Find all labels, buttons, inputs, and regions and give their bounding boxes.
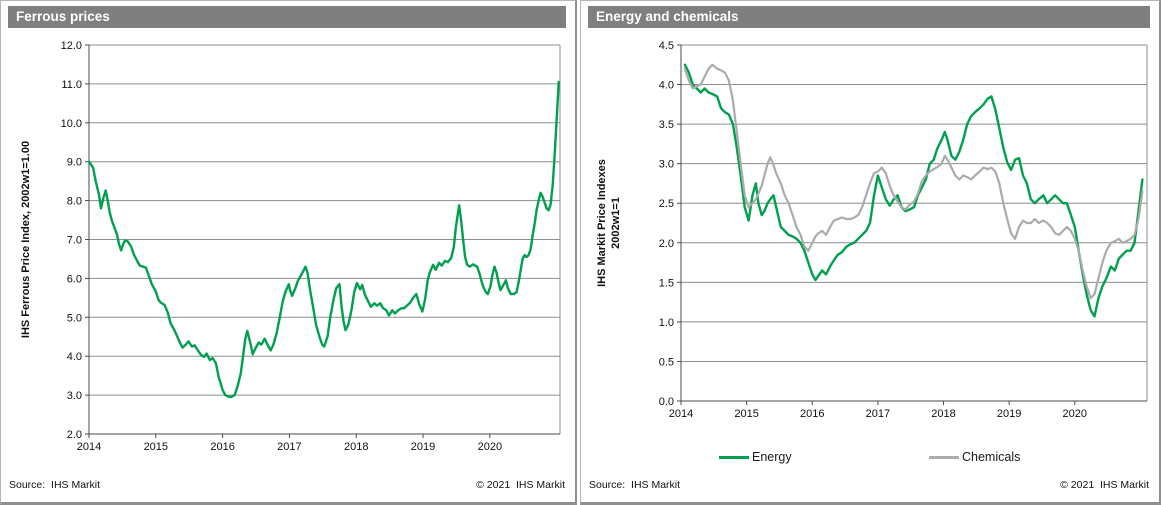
energy-chemicals-panel-footer: Source: IHS Markit © 2021 IHS Markit [589, 479, 1149, 491]
svg-text:2019: 2019 [997, 408, 1021, 420]
svg-text:7.0: 7.0 [67, 235, 82, 247]
svg-text:2002w1=1: 2002w1=1 [610, 197, 622, 249]
svg-text:2.0: 2.0 [659, 238, 674, 250]
series-line-ferrous-price-index [87, 80, 560, 399]
svg-text:2014: 2014 [669, 408, 693, 420]
series-line-energy [683, 63, 1144, 318]
legend-label-chemicals: Chemicals [962, 450, 1021, 464]
svg-text:4.5: 4.5 [659, 40, 674, 52]
svg-text:2015: 2015 [734, 408, 758, 420]
svg-text:3.0: 3.0 [67, 390, 82, 402]
legend-label-energy: Energy [752, 450, 792, 464]
legend-item-energy: Energy [719, 450, 792, 464]
svg-text:3.5: 3.5 [659, 119, 674, 131]
svg-text:2020: 2020 [1063, 408, 1087, 420]
svg-text:2017: 2017 [866, 408, 890, 420]
svg-text:12.0: 12.0 [61, 40, 82, 52]
svg-text:2014: 2014 [77, 441, 101, 453]
svg-text:9.0: 9.0 [67, 157, 82, 169]
svg-text:2018: 2018 [931, 408, 955, 420]
svg-text:6.0: 6.0 [67, 273, 82, 285]
svg-text:IHS Markit Price Indexes: IHS Markit Price Indexes [596, 159, 608, 287]
energy-chemicals-panel: Energy and chemicals 0.0 0.5 1.0 1.5 2.0 2.5 3… [580, 0, 1161, 505]
ferrous-price-line-chart: 2.0 3.0 4.0 5.0 6.0 7.0 8.0 9.0 10.0 11.0 12.0 2014… [20, 40, 561, 453]
ferrous-prices-panel: Ferrous prices 2.0 3.0 4.0 5.0 6.0 7.0 8.0 9.0 1… [0, 0, 577, 505]
energy-chemicals-line-chart: 0.0 0.5 1.0 1.5 2.0 2.5 3.0 3.5 4.0 4.5 2014 2015 20… [596, 40, 1148, 420]
svg-text:4.0: 4.0 [67, 351, 82, 363]
svg-text:2016: 2016 [210, 441, 234, 453]
source-text: Source: IHS Markit [589, 479, 681, 491]
copyright-text: © 2021 IHS Markit [476, 479, 565, 491]
svg-text:2015: 2015 [144, 441, 168, 453]
svg-text:2017: 2017 [277, 441, 301, 453]
legend-item-chemicals: Chemicals [929, 450, 1020, 464]
source-text: Source: IHS Markit [9, 479, 101, 491]
svg-text:2.0: 2.0 [67, 429, 82, 441]
svg-text:4.0: 4.0 [659, 80, 674, 92]
svg-text:5.0: 5.0 [67, 312, 82, 324]
svg-text:2016: 2016 [800, 408, 824, 420]
svg-text:0.5: 0.5 [659, 356, 674, 368]
ferrous-panel-title: Ferrous prices [8, 6, 566, 28]
copyright-text: © 2021 IHS Markit [1060, 479, 1149, 491]
ferrous-panel-footer: Source: IHS Markit © 2021 IHS Markit [9, 479, 565, 491]
svg-text:1.0: 1.0 [659, 317, 674, 329]
chemicals-line-swatch-icon [929, 455, 959, 459]
svg-text:1.5: 1.5 [659, 277, 674, 289]
chart-legend: Energy Chemicals [581, 450, 1159, 468]
svg-text:2020: 2020 [478, 441, 502, 453]
svg-text:8.0: 8.0 [67, 196, 82, 208]
panel-title-text: Energy and chemicals [596, 9, 739, 24]
svg-text:10.0: 10.0 [61, 118, 82, 130]
series-line-chemicals [683, 63, 1144, 300]
svg-text:IHS Ferrous Price Index, 2002w: IHS Ferrous Price Index, 2002w1=1.00 [20, 141, 32, 338]
svg-text:2019: 2019 [411, 441, 435, 453]
energy-line-swatch-icon [719, 455, 749, 459]
energy-chemicals-panel-title: Energy and chemicals [588, 6, 1150, 28]
svg-text:3.0: 3.0 [659, 159, 674, 171]
svg-text:11.0: 11.0 [61, 79, 82, 91]
svg-text:0.0: 0.0 [659, 396, 674, 408]
svg-text:2.5: 2.5 [659, 198, 674, 210]
panel-title-text: Ferrous prices [16, 9, 110, 24]
svg-text:2018: 2018 [344, 441, 368, 453]
